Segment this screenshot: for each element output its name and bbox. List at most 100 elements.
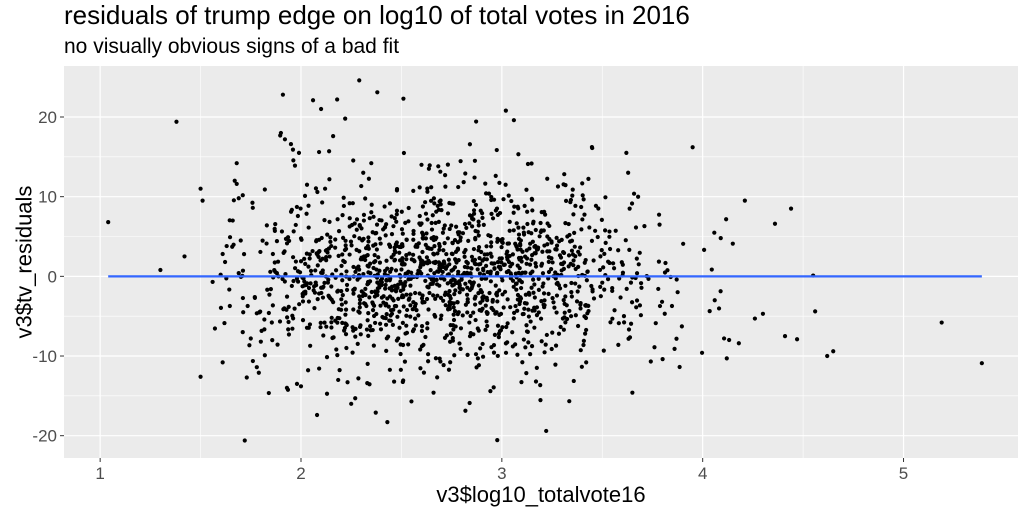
data-point <box>319 285 324 290</box>
data-point <box>286 304 291 309</box>
data-point <box>607 246 613 252</box>
data-point <box>365 318 370 323</box>
data-point <box>702 247 707 252</box>
data-point <box>417 291 422 296</box>
data-point <box>340 252 345 257</box>
data-point <box>504 269 509 275</box>
data-point <box>573 281 578 286</box>
data-point <box>599 248 604 253</box>
data-point <box>339 297 344 302</box>
data-point <box>285 315 290 320</box>
data-point <box>518 238 523 243</box>
data-point <box>546 255 552 260</box>
data-point <box>569 280 574 286</box>
data-point <box>270 251 275 257</box>
x-axis-ticks: 1 2 3 4 5 <box>95 458 908 483</box>
data-point <box>607 229 612 234</box>
data-point <box>364 327 370 332</box>
data-point <box>541 302 546 307</box>
data-point <box>489 345 494 350</box>
data-point <box>526 314 531 319</box>
data-point <box>520 360 525 365</box>
data-point <box>554 293 560 298</box>
data-point <box>361 271 366 277</box>
data-point <box>526 307 531 312</box>
data-point <box>436 164 441 169</box>
data-point <box>349 222 355 228</box>
data-point <box>463 171 468 176</box>
data-point <box>379 276 385 281</box>
data-point <box>106 220 111 225</box>
data-point <box>627 247 632 252</box>
data-point <box>463 281 468 286</box>
data-point <box>631 191 637 196</box>
data-point <box>612 308 617 313</box>
data-point <box>526 340 531 345</box>
data-point <box>541 291 547 296</box>
data-points <box>106 78 984 443</box>
data-point <box>437 247 442 252</box>
data-point <box>230 244 235 249</box>
data-point <box>624 286 629 291</box>
data-point <box>446 307 451 312</box>
data-point <box>674 336 679 341</box>
data-point <box>556 331 562 336</box>
data-point <box>411 231 416 236</box>
data-point <box>375 280 380 285</box>
data-point <box>587 225 592 230</box>
data-point <box>366 239 371 244</box>
data-point <box>427 163 432 168</box>
data-point <box>336 229 342 234</box>
data-point <box>450 251 455 257</box>
data-point <box>580 181 585 186</box>
data-point <box>428 198 434 203</box>
data-point <box>419 328 425 333</box>
data-point <box>388 313 393 318</box>
data-point <box>270 338 275 343</box>
data-point <box>480 298 485 303</box>
data-point <box>437 244 442 249</box>
data-point <box>275 259 281 264</box>
data-point <box>357 305 362 310</box>
data-point <box>388 269 393 274</box>
data-point <box>423 211 429 216</box>
data-point <box>373 410 378 415</box>
data-point <box>306 203 311 208</box>
data-point <box>603 240 608 245</box>
data-point <box>493 173 498 178</box>
data-point <box>343 300 348 305</box>
data-point <box>452 353 457 358</box>
data-point <box>436 207 441 212</box>
data-point <box>330 335 335 341</box>
data-point <box>433 296 438 301</box>
data-point <box>480 215 485 220</box>
data-point <box>360 238 365 243</box>
data-point <box>227 235 233 240</box>
data-point <box>396 296 401 301</box>
data-point <box>416 241 421 246</box>
data-point <box>298 236 304 241</box>
data-point <box>315 297 320 302</box>
y-tick-label: 20 <box>38 108 57 127</box>
data-point <box>521 337 526 342</box>
data-point <box>516 232 522 237</box>
data-point <box>475 356 480 361</box>
data-point <box>313 280 318 285</box>
data-point <box>578 306 583 311</box>
data-point <box>400 262 405 267</box>
data-point <box>351 264 356 270</box>
data-point <box>268 286 273 292</box>
data-point <box>357 294 362 299</box>
data-point <box>550 295 555 301</box>
data-point <box>222 259 228 265</box>
data-point <box>724 356 729 361</box>
data-point <box>377 260 383 265</box>
data-point <box>546 291 551 296</box>
data-point <box>581 338 586 343</box>
data-point <box>607 234 612 239</box>
data-point <box>500 278 505 283</box>
data-point <box>363 257 368 263</box>
data-point <box>662 311 667 316</box>
data-point <box>408 314 413 319</box>
